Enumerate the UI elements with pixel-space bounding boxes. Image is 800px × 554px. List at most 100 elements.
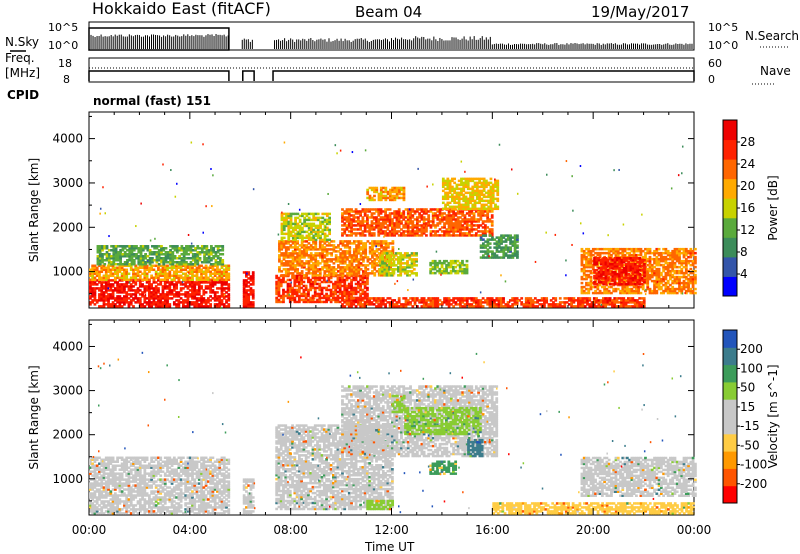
data-cell	[125, 278, 129, 282]
data-cell	[356, 301, 360, 304]
data-cell	[563, 301, 567, 304]
data-cell	[489, 205, 493, 209]
data-cell	[377, 192, 381, 196]
data-cell	[459, 222, 462, 225]
data-cell	[127, 272, 131, 276]
data-cell	[197, 285, 201, 288]
data-cell	[434, 299, 437, 302]
data-cell	[406, 222, 410, 225]
data-cell	[395, 194, 399, 198]
data-cell	[96, 262, 100, 266]
data-cell	[100, 293, 104, 296]
data-cell	[145, 278, 149, 282]
data-cell	[288, 288, 292, 292]
data-cell	[118, 270, 122, 274]
data-cell	[214, 259, 218, 262]
data-cell	[475, 191, 479, 195]
data-cell	[343, 230, 347, 233]
data-cell	[445, 297, 449, 300]
data-cell	[484, 228, 487, 231]
data-cell	[371, 272, 374, 275]
data-cell	[597, 303, 601, 306]
data-cell	[399, 252, 403, 255]
data-cell	[242, 293, 246, 296]
data-cell	[352, 300, 356, 304]
data-cell	[379, 230, 383, 233]
data-cell	[384, 188, 388, 192]
data-cell	[545, 299, 549, 302]
data-cell	[390, 222, 394, 225]
data-cell	[531, 301, 535, 304]
data-cell	[390, 264, 394, 267]
data-cell	[447, 226, 451, 229]
data-cell	[375, 244, 379, 247]
data-cell	[406, 272, 409, 275]
data-cell	[332, 258, 336, 261]
data-cell	[472, 297, 476, 300]
data-cell	[478, 189, 481, 193]
data-cell	[200, 245, 204, 248]
data-cell	[341, 252, 345, 255]
data-cell	[480, 193, 484, 197]
data-cell	[389, 242, 392, 245]
data-cell	[395, 303, 399, 306]
data-cell	[275, 292, 279, 296]
data-cell	[362, 272, 365, 275]
data-cell	[312, 216, 316, 220]
data-cell	[314, 272, 318, 275]
data-cell	[123, 278, 126, 282]
data-cell	[347, 212, 351, 215]
data-cell	[132, 281, 135, 284]
data-cell	[382, 196, 385, 200]
data-cell	[204, 268, 208, 272]
data-cell	[400, 222, 403, 225]
data-cell	[595, 299, 598, 302]
data-cell	[373, 242, 377, 245]
data-cell	[341, 212, 344, 215]
data-cell	[325, 214, 329, 218]
data-cell	[375, 250, 379, 253]
data-cell	[200, 281, 203, 284]
data-cell	[357, 252, 361, 255]
data-cell	[305, 250, 309, 253]
data-cell	[356, 220, 360, 223]
data-cell	[305, 254, 309, 257]
data-cell	[375, 218, 378, 221]
data-cell	[222, 303, 226, 306]
data-cell	[100, 287, 104, 290]
data-cell	[489, 197, 493, 201]
data-cell	[597, 305, 601, 308]
data-cell	[300, 246, 304, 249]
data-cell	[296, 256, 299, 259]
data-cell	[189, 245, 193, 248]
data-cell	[341, 268, 345, 271]
data-cell	[188, 283, 192, 286]
data-cell	[216, 299, 219, 302]
data-cell	[373, 188, 376, 192]
data-cell	[328, 216, 331, 220]
data-cell	[184, 301, 188, 304]
data-cell	[198, 253, 202, 256]
data-cell	[100, 283, 104, 286]
data-cell	[470, 303, 474, 306]
data-cell	[452, 218, 456, 221]
data-cell	[313, 282, 317, 286]
data-cell	[247, 285, 251, 288]
data-cell	[453, 205, 457, 209]
data-cell	[624, 301, 628, 304]
data-cell	[150, 285, 154, 288]
data-cell	[337, 264, 340, 267]
data-cell	[320, 276, 324, 280]
data-cell	[352, 248, 356, 251]
data-cell	[175, 274, 178, 278]
data-cell	[284, 280, 288, 284]
data-cell	[563, 303, 567, 306]
data-cell	[91, 264, 95, 268]
data-cell	[440, 230, 444, 233]
data-cell	[379, 216, 383, 219]
data-cell	[136, 289, 140, 292]
data-cell	[123, 270, 126, 274]
data-cell	[339, 254, 343, 257]
data-cell	[320, 296, 324, 300]
data-cell	[205, 259, 209, 262]
